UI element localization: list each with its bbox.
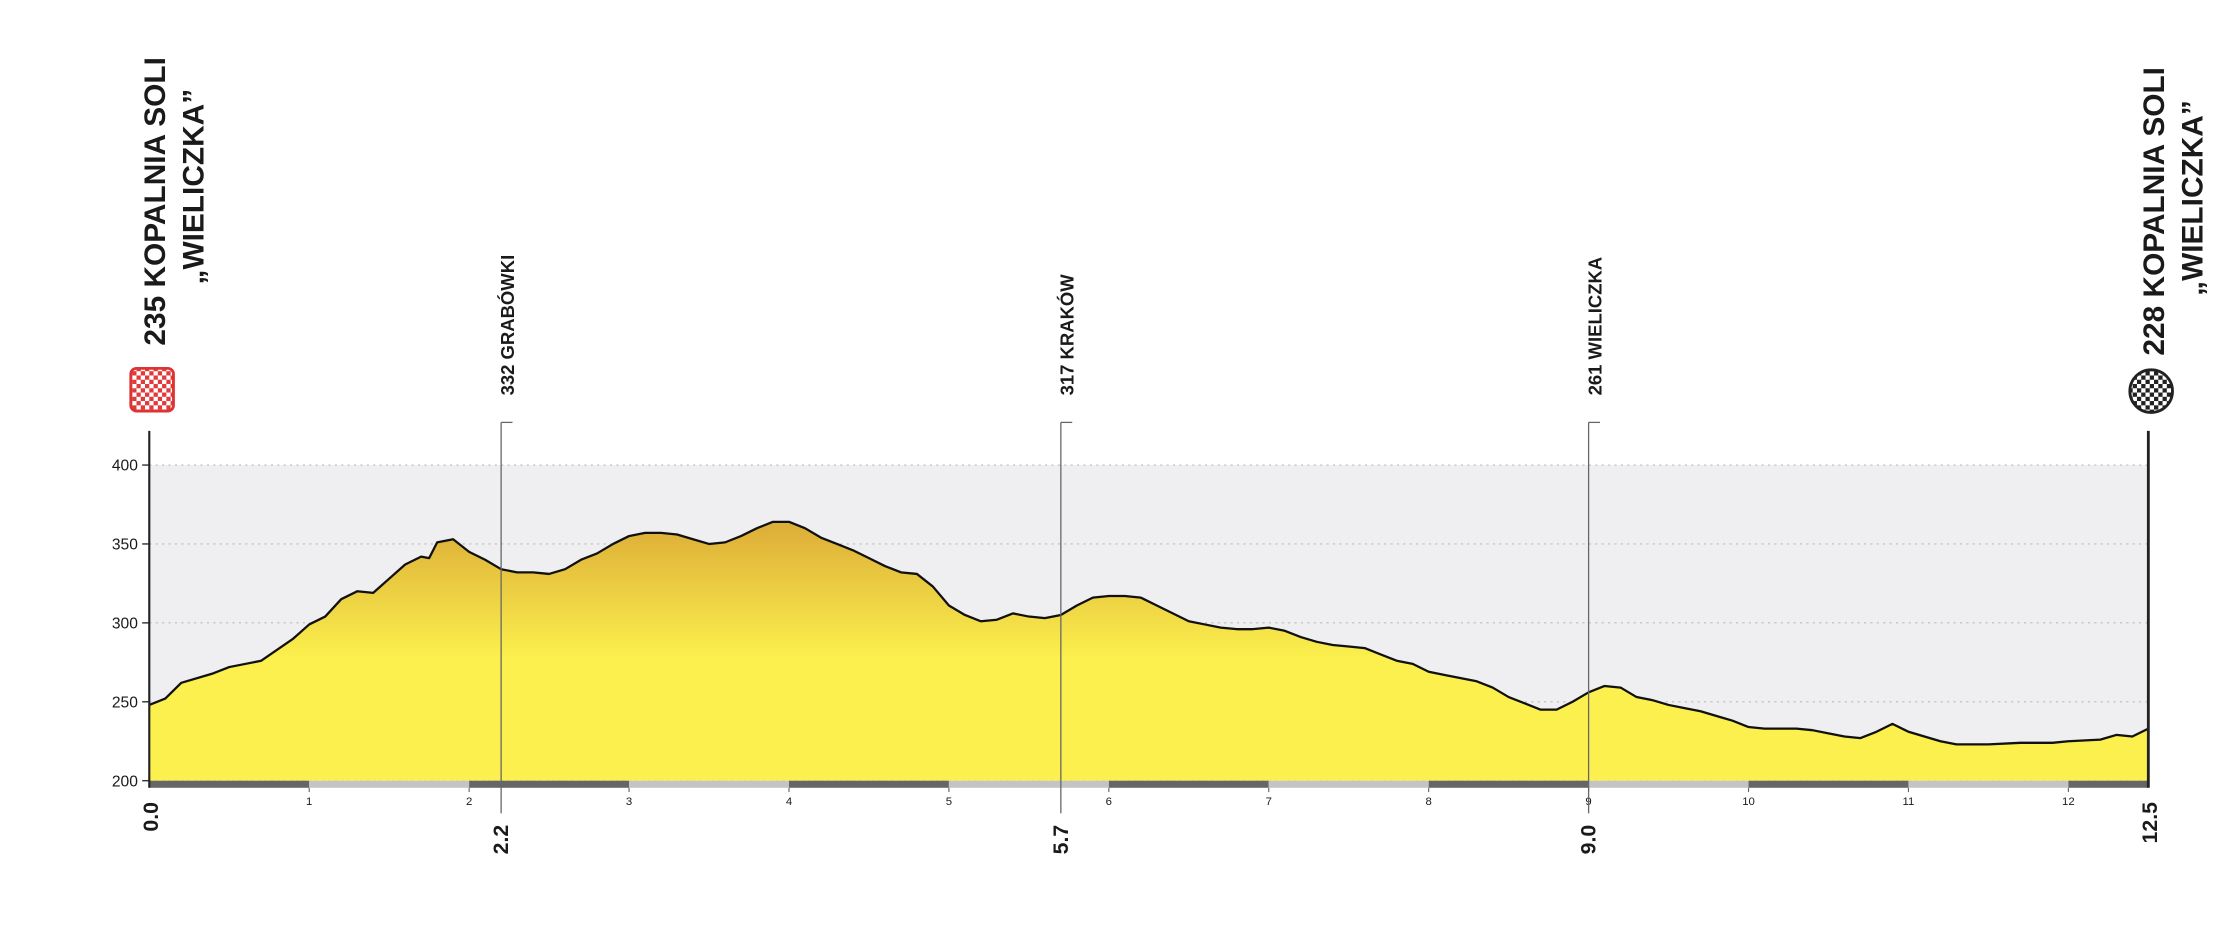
x-tick-label: 4 — [786, 796, 792, 808]
x-tick-label: 7 — [1266, 796, 1272, 808]
km-segment — [309, 780, 470, 788]
x-tick-label: 3 — [626, 796, 632, 808]
y-tick-label: 250 — [112, 694, 138, 711]
x-tick-label: 11 — [1903, 796, 1915, 808]
km-segment — [1748, 780, 1909, 788]
x-tick-label: 8 — [1426, 796, 1432, 808]
waypoint-name: 261 WIELICZKA — [1584, 257, 1605, 396]
km-segment — [948, 780, 1109, 788]
x-tick-label: 10 — [1742, 796, 1755, 808]
km-segment — [1268, 780, 1429, 788]
km-segment — [788, 780, 949, 788]
start-icon — [129, 366, 175, 413]
finish-km: 12.5 — [2138, 802, 2162, 844]
y-tick-label: 400 — [112, 458, 138, 475]
km-segment — [469, 780, 630, 788]
km-segment — [629, 780, 789, 788]
x-tick-label: 1 — [306, 796, 312, 808]
waypoint-km: 5.7 — [1049, 825, 1073, 855]
x-tick-label: 5 — [946, 796, 952, 808]
x-tick-label: 2 — [466, 796, 472, 808]
km-segment — [149, 780, 310, 788]
start-name2: „WIELICZKA” — [177, 89, 210, 285]
y-tick-label: 300 — [112, 616, 138, 633]
finish-icon — [2128, 368, 2174, 414]
waypoint-km: 9.0 — [1577, 825, 1601, 855]
finish-name2: „WIELICZKA” — [2176, 100, 2209, 296]
km-segment — [1588, 780, 1749, 788]
km-segment — [2068, 780, 2149, 788]
elevation-area — [149, 521, 2149, 781]
x-tick-label: 12 — [2062, 796, 2075, 808]
elevation-line — [148, 520, 2149, 746]
waypoint-km: 2.2 — [489, 825, 513, 855]
y-tick-label: 350 — [112, 537, 138, 554]
km-segment — [1908, 780, 2069, 788]
finish-name: 228 KOPALNIA SOLI — [2138, 67, 2171, 356]
x-tick-label: 6 — [1106, 796, 1112, 808]
start-km: 0.0 — [139, 802, 163, 832]
y-tick-label: 200 — [112, 773, 138, 790]
waypoint-name: 317 KRAKÓW — [1057, 274, 1078, 396]
waypoint-name: 332 GRABÓWKI — [497, 255, 518, 396]
km-segment — [1428, 780, 1589, 788]
km-segment — [1108, 780, 1269, 788]
start-name: 235 KOPALNIA SOLI — [139, 57, 172, 346]
